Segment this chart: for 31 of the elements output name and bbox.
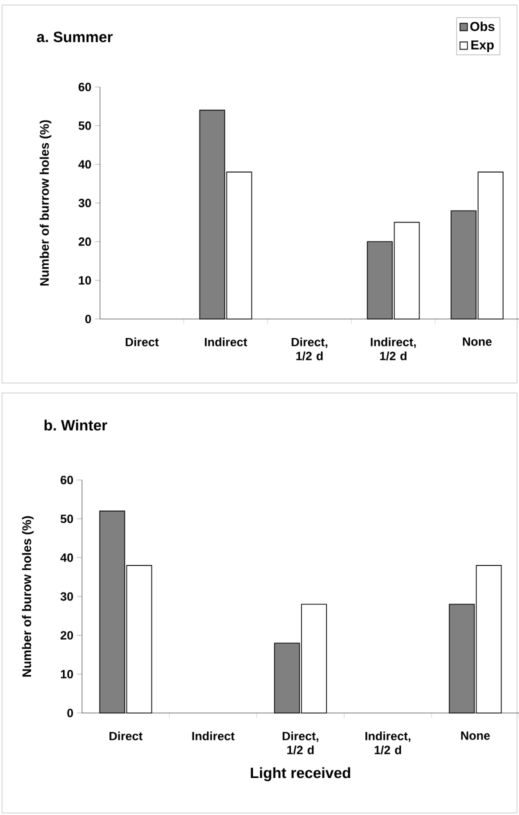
chart-title: a. Summer: [36, 32, 113, 42]
x-tick-label: Indirect, 1/2 d: [365, 732, 410, 754]
y-tick-label: 20: [78, 237, 91, 246]
y-tick-label: 60: [60, 476, 73, 484]
y-tick-label: 60: [78, 82, 91, 92]
y-tick-label: 50: [60, 514, 73, 524]
x-tick-label: Indirect: [204, 338, 248, 346]
x-tick-label: Direct: [126, 338, 159, 346]
y-tick-label: 50: [78, 121, 91, 130]
y-tick-label: 40: [60, 553, 73, 562]
y-tick-label: 20: [60, 631, 73, 640]
x-tick-label: Direct, 1/2 d: [282, 732, 318, 754]
y-tick-label: 30: [78, 198, 91, 208]
x-tick-label: Direct, 1/2 d: [292, 338, 328, 360]
y-tick-label: 30: [60, 592, 73, 601]
x-tick-label: None: [461, 732, 490, 740]
legend-label: Exp: [471, 40, 494, 52]
y-tick-label: 0: [85, 314, 91, 324]
x-tick-label: Direct: [110, 732, 142, 740]
y-axis-title: Number of burrow holes (%): [40, 120, 52, 286]
x-tick-label: Indirect: [192, 732, 235, 740]
legend-label: Obs: [470, 22, 494, 32]
y-tick-label: 10: [78, 276, 91, 285]
x-axis-title: Light received: [250, 767, 350, 782]
y-tick-label: 0: [67, 708, 73, 718]
x-tick-label: Indirect, 1/2 d: [370, 338, 416, 360]
y-axis-title: Number of burow holes (%): [22, 516, 34, 677]
x-tick-label: None: [462, 338, 492, 346]
y-tick-label: 40: [78, 160, 91, 169]
y-tick-label: 10: [60, 670, 73, 678]
chart-title: b. Winter: [44, 420, 108, 431]
